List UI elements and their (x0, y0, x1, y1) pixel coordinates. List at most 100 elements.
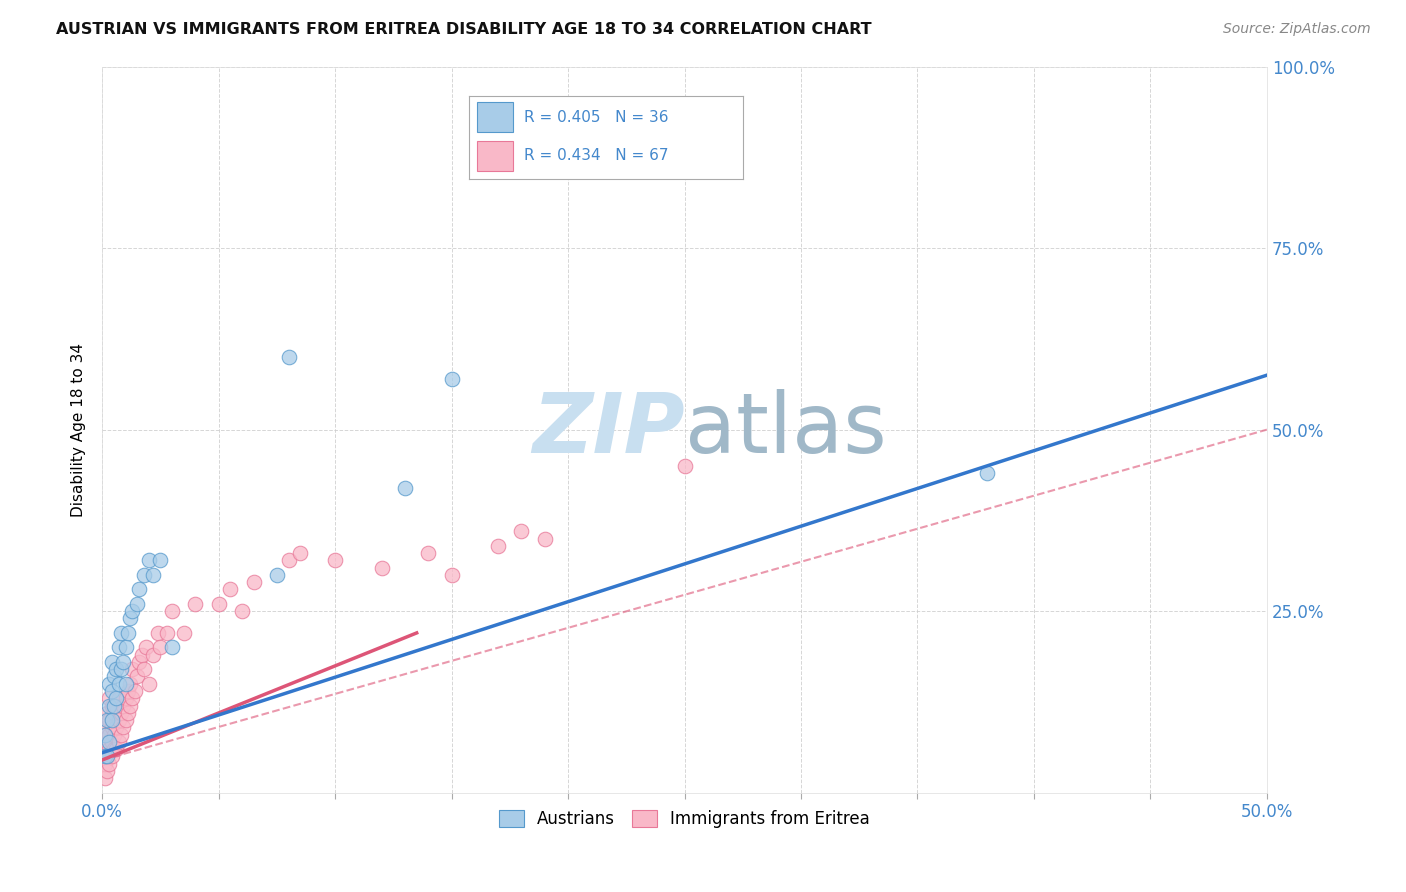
Point (98, 698, 121, 713)
Point (100, 684, 122, 698)
Point (98, 677, 121, 691)
Point (231, 604, 253, 618)
Point (96, 764, 118, 778)
Point (103, 669, 125, 683)
Point (98, 691, 121, 706)
Point (114, 677, 136, 691)
Point (156, 626, 179, 640)
Point (110, 626, 132, 640)
Point (673, 458, 696, 473)
Point (173, 626, 195, 640)
Point (117, 684, 139, 698)
Point (510, 524, 533, 539)
Point (93, 756, 115, 771)
Point (277, 350, 299, 364)
Point (160, 604, 183, 618)
Point (121, 604, 143, 618)
Text: atlas: atlas (685, 389, 886, 470)
Point (371, 560, 394, 574)
Point (533, 532, 555, 546)
Point (135, 640, 157, 655)
Point (440, 372, 463, 386)
Point (149, 640, 172, 655)
Point (107, 640, 129, 655)
Point (114, 713, 136, 727)
Point (107, 691, 129, 706)
Point (149, 553, 172, 567)
Point (98, 735, 121, 749)
Point (418, 546, 440, 560)
Point (107, 713, 129, 727)
Point (96, 735, 118, 749)
Point (323, 553, 346, 567)
Text: ZIP: ZIP (531, 389, 685, 470)
Point (242, 575, 264, 590)
Point (127, 597, 149, 611)
Point (120, 698, 142, 713)
Text: Source: ZipAtlas.com: Source: ZipAtlas.com (1223, 22, 1371, 37)
Point (105, 698, 128, 713)
Point (290, 546, 312, 560)
Point (114, 691, 136, 706)
Point (160, 640, 183, 655)
Point (103, 698, 125, 713)
Point (146, 626, 169, 640)
Point (138, 553, 160, 567)
Point (114, 640, 136, 655)
Y-axis label: Disability Age 18 to 34: Disability Age 18 to 34 (72, 343, 86, 516)
Point (394, 481, 416, 495)
Point (105, 720, 128, 734)
Point (103, 706, 125, 720)
Point (128, 655, 150, 669)
Point (100, 749, 122, 764)
Point (93, 728, 115, 742)
Point (98, 756, 121, 771)
Point (120, 677, 142, 691)
Point (121, 662, 143, 676)
Point (110, 728, 132, 742)
Point (134, 567, 156, 582)
Point (277, 553, 299, 567)
Point (219, 582, 242, 597)
Point (976, 466, 998, 480)
Point (128, 582, 150, 597)
Point (103, 742, 125, 756)
Point (107, 735, 129, 749)
Point (100, 655, 122, 669)
Point (131, 648, 153, 662)
Point (103, 728, 125, 742)
Point (93, 771, 115, 785)
Point (142, 567, 165, 582)
Point (124, 684, 146, 698)
Point (105, 662, 128, 676)
Point (98, 713, 121, 727)
Point (112, 698, 135, 713)
Point (93, 749, 115, 764)
Point (486, 539, 509, 553)
Point (105, 691, 128, 706)
Point (184, 597, 207, 611)
Text: AUSTRIAN VS IMMIGRANTS FROM ERITREA DISABILITY AGE 18 TO 34 CORRELATION CHART: AUSTRIAN VS IMMIGRANTS FROM ERITREA DISA… (56, 22, 872, 37)
Point (117, 706, 139, 720)
Point (110, 662, 132, 676)
Point (138, 677, 160, 691)
Point (110, 706, 132, 720)
Point (112, 720, 135, 734)
Point (112, 655, 135, 669)
Point (98, 728, 121, 742)
Point (120, 611, 142, 625)
Point (96, 720, 118, 734)
Point (208, 597, 231, 611)
Point (134, 662, 156, 676)
Point (105, 742, 128, 756)
Point (117, 626, 139, 640)
Legend: Austrians, Immigrants from Eritrea: Austrians, Immigrants from Eritrea (492, 804, 877, 835)
Point (93, 742, 115, 756)
Point (440, 567, 463, 582)
Point (100, 698, 122, 713)
Point (96, 749, 118, 764)
Point (96, 713, 118, 727)
Point (98, 742, 121, 756)
Point (127, 669, 149, 683)
Point (96, 706, 118, 720)
